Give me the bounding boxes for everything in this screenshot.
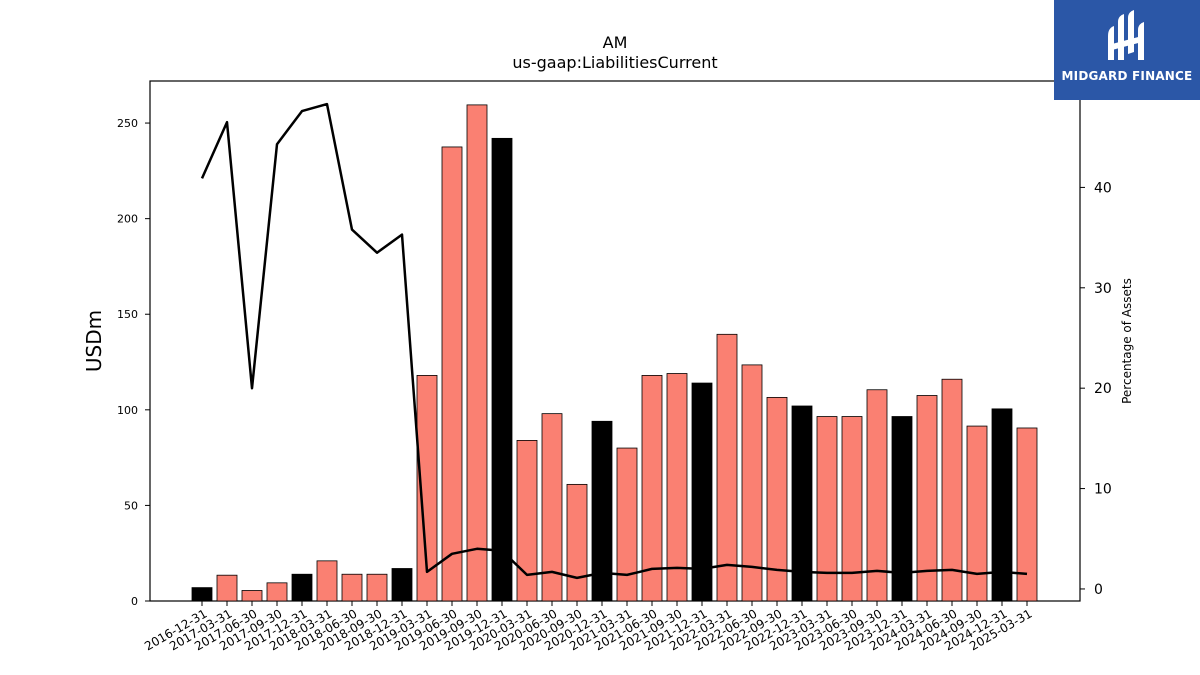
y-tick-label: 250 bbox=[117, 117, 138, 130]
bar bbox=[316, 560, 338, 602]
y-tick-label: 50 bbox=[124, 499, 138, 512]
y-tick-label: 150 bbox=[117, 308, 138, 321]
y2-axis-ticks: 0 10 20 30 40 bbox=[1080, 180, 1112, 598]
bar bbox=[341, 573, 363, 602]
bar bbox=[566, 483, 588, 602]
bar bbox=[716, 333, 738, 602]
y-tick-label: 100 bbox=[117, 404, 138, 417]
chart-subtitle: us-gaap:LiabilitiesCurrent bbox=[512, 53, 717, 72]
bar bbox=[191, 587, 213, 602]
bar bbox=[641, 375, 663, 602]
percentage-line-group bbox=[200, 102, 1028, 580]
y-axis-label: USDm bbox=[82, 310, 106, 372]
bar bbox=[241, 590, 263, 602]
y-tick-label: 0 bbox=[131, 595, 138, 608]
brand-logo: MIDGARD FINANCE bbox=[1054, 0, 1200, 100]
bar bbox=[616, 447, 638, 602]
y-axis-ticks: 0 50 100 150 200 250 bbox=[117, 117, 150, 608]
bar bbox=[291, 573, 313, 602]
bar bbox=[366, 573, 388, 602]
plot-frame bbox=[149, 80, 1081, 602]
y2-tick-label: 20 bbox=[1094, 381, 1112, 397]
bar bbox=[491, 137, 513, 602]
y2-tick-label: 10 bbox=[1094, 482, 1112, 498]
bar bbox=[216, 574, 238, 602]
bar bbox=[941, 378, 963, 602]
y2-tick-label: 30 bbox=[1094, 281, 1112, 297]
bar bbox=[391, 568, 413, 602]
y2-axis-label: Percentage of Assets bbox=[1120, 278, 1134, 404]
y2-tick-label: 40 bbox=[1094, 180, 1112, 196]
midgard-logo-icon bbox=[1108, 10, 1144, 60]
bar bbox=[266, 582, 288, 602]
x-axis-ticks: 2016-12-312017-03-312017-06-302017-09-30… bbox=[142, 601, 1035, 653]
bar bbox=[1016, 427, 1038, 602]
bar bbox=[466, 104, 488, 602]
bar bbox=[866, 389, 888, 602]
chart-title: AM bbox=[603, 33, 628, 52]
y-tick-label: 200 bbox=[117, 213, 138, 226]
bars-group bbox=[191, 104, 1038, 602]
bar bbox=[516, 440, 538, 602]
bar bbox=[441, 146, 463, 602]
brand-name: MIDGARD FINANCE bbox=[1061, 69, 1193, 83]
percentage-line bbox=[200, 102, 1028, 580]
y2-tick-label: 0 bbox=[1094, 582, 1103, 598]
